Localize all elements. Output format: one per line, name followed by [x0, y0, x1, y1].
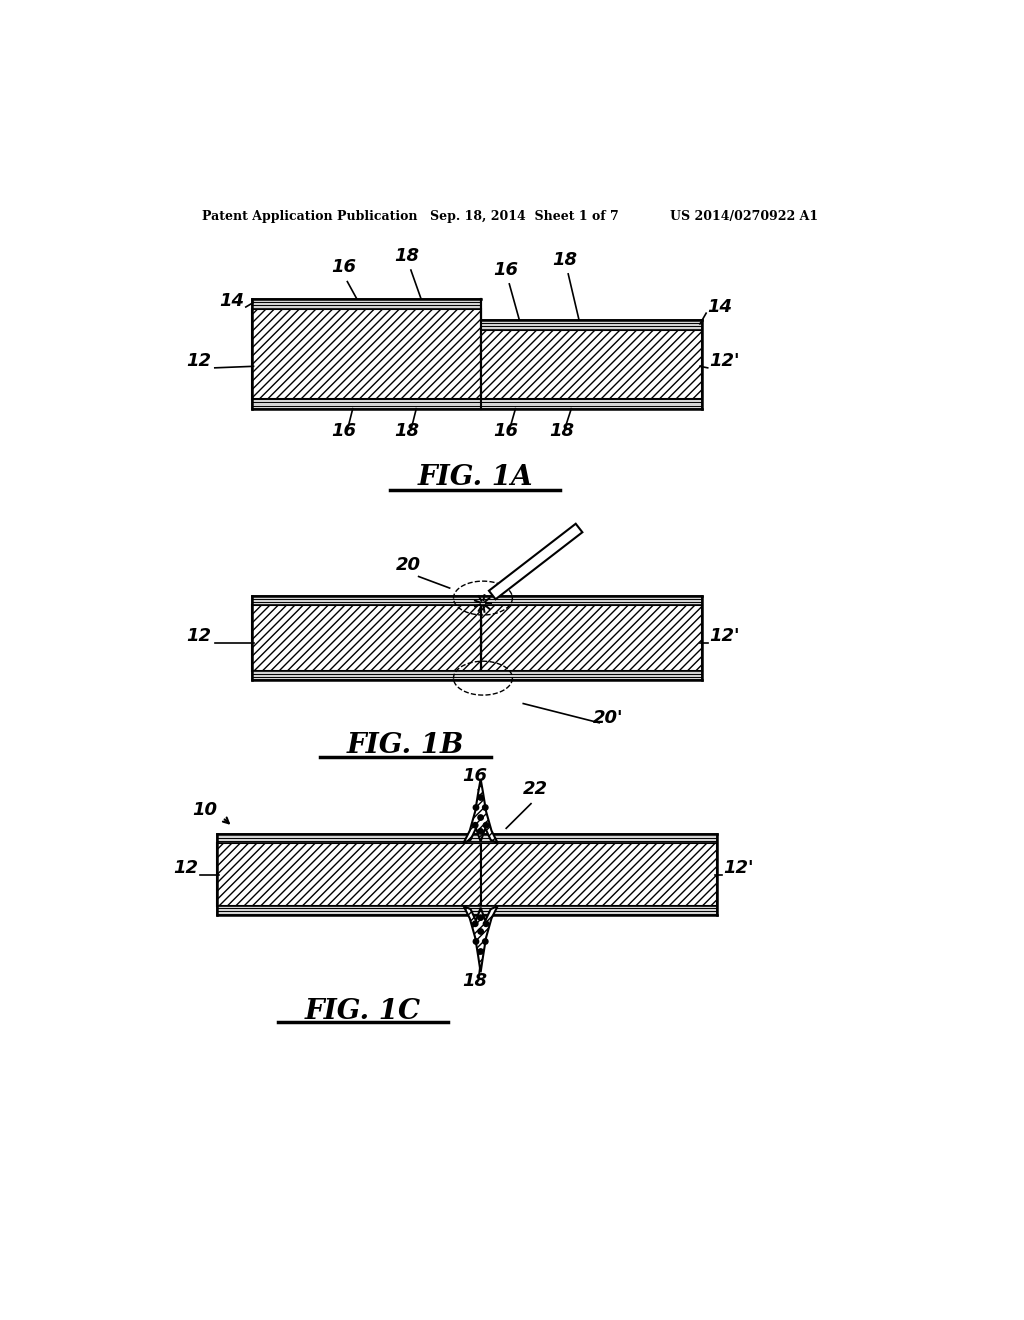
Text: 12': 12' — [710, 627, 739, 645]
Circle shape — [472, 822, 478, 828]
Text: 20': 20' — [593, 709, 624, 727]
Text: FIG. 1A: FIG. 1A — [418, 465, 532, 491]
Polygon shape — [488, 524, 583, 599]
Text: 12: 12 — [173, 859, 198, 876]
Text: 16: 16 — [494, 421, 519, 440]
Text: 18: 18 — [463, 972, 487, 990]
Text: FIG. 1C: FIG. 1C — [305, 998, 421, 1026]
Circle shape — [472, 921, 478, 927]
Text: 18: 18 — [552, 251, 577, 269]
Text: 12': 12' — [710, 352, 739, 371]
Circle shape — [478, 949, 483, 954]
Text: 16: 16 — [331, 259, 356, 276]
Text: Sep. 18, 2014  Sheet 1 of 7: Sep. 18, 2014 Sheet 1 of 7 — [430, 210, 618, 223]
Bar — [252, 605, 480, 671]
Text: 16: 16 — [463, 767, 487, 784]
Text: 12: 12 — [186, 352, 212, 371]
Bar — [252, 595, 701, 605]
Text: FIG. 1B: FIG. 1B — [347, 731, 464, 759]
Text: 20: 20 — [396, 556, 421, 574]
Bar — [480, 843, 717, 906]
Text: 12': 12' — [723, 859, 754, 876]
Text: 16: 16 — [331, 421, 356, 440]
Bar — [217, 843, 480, 906]
Text: 14: 14 — [219, 292, 245, 310]
Bar — [252, 298, 480, 309]
Bar — [252, 671, 701, 681]
Circle shape — [478, 795, 483, 800]
Bar — [217, 906, 717, 915]
Bar — [480, 330, 701, 399]
Text: 18: 18 — [394, 421, 420, 440]
Text: Patent Application Publication: Patent Application Publication — [202, 210, 417, 223]
Text: US 2014/0270922 A1: US 2014/0270922 A1 — [671, 210, 818, 223]
Circle shape — [478, 915, 483, 920]
Circle shape — [473, 805, 478, 810]
Text: 14: 14 — [708, 298, 733, 317]
Circle shape — [478, 814, 483, 820]
Circle shape — [478, 829, 483, 834]
Circle shape — [473, 939, 478, 944]
Circle shape — [483, 822, 488, 828]
Text: 12: 12 — [186, 627, 212, 645]
Bar — [217, 834, 717, 843]
Circle shape — [482, 805, 488, 810]
Bar — [252, 399, 701, 409]
Circle shape — [483, 921, 488, 927]
Text: 18: 18 — [394, 247, 420, 265]
Text: 16: 16 — [494, 261, 519, 280]
Circle shape — [478, 929, 483, 935]
Bar — [480, 321, 701, 330]
Text: 22: 22 — [522, 780, 548, 797]
Text: 10: 10 — [193, 801, 217, 820]
Circle shape — [482, 939, 488, 944]
Text: 18: 18 — [550, 421, 574, 440]
Bar — [252, 309, 480, 399]
Polygon shape — [464, 906, 498, 973]
Polygon shape — [464, 779, 498, 843]
Bar — [480, 605, 701, 671]
